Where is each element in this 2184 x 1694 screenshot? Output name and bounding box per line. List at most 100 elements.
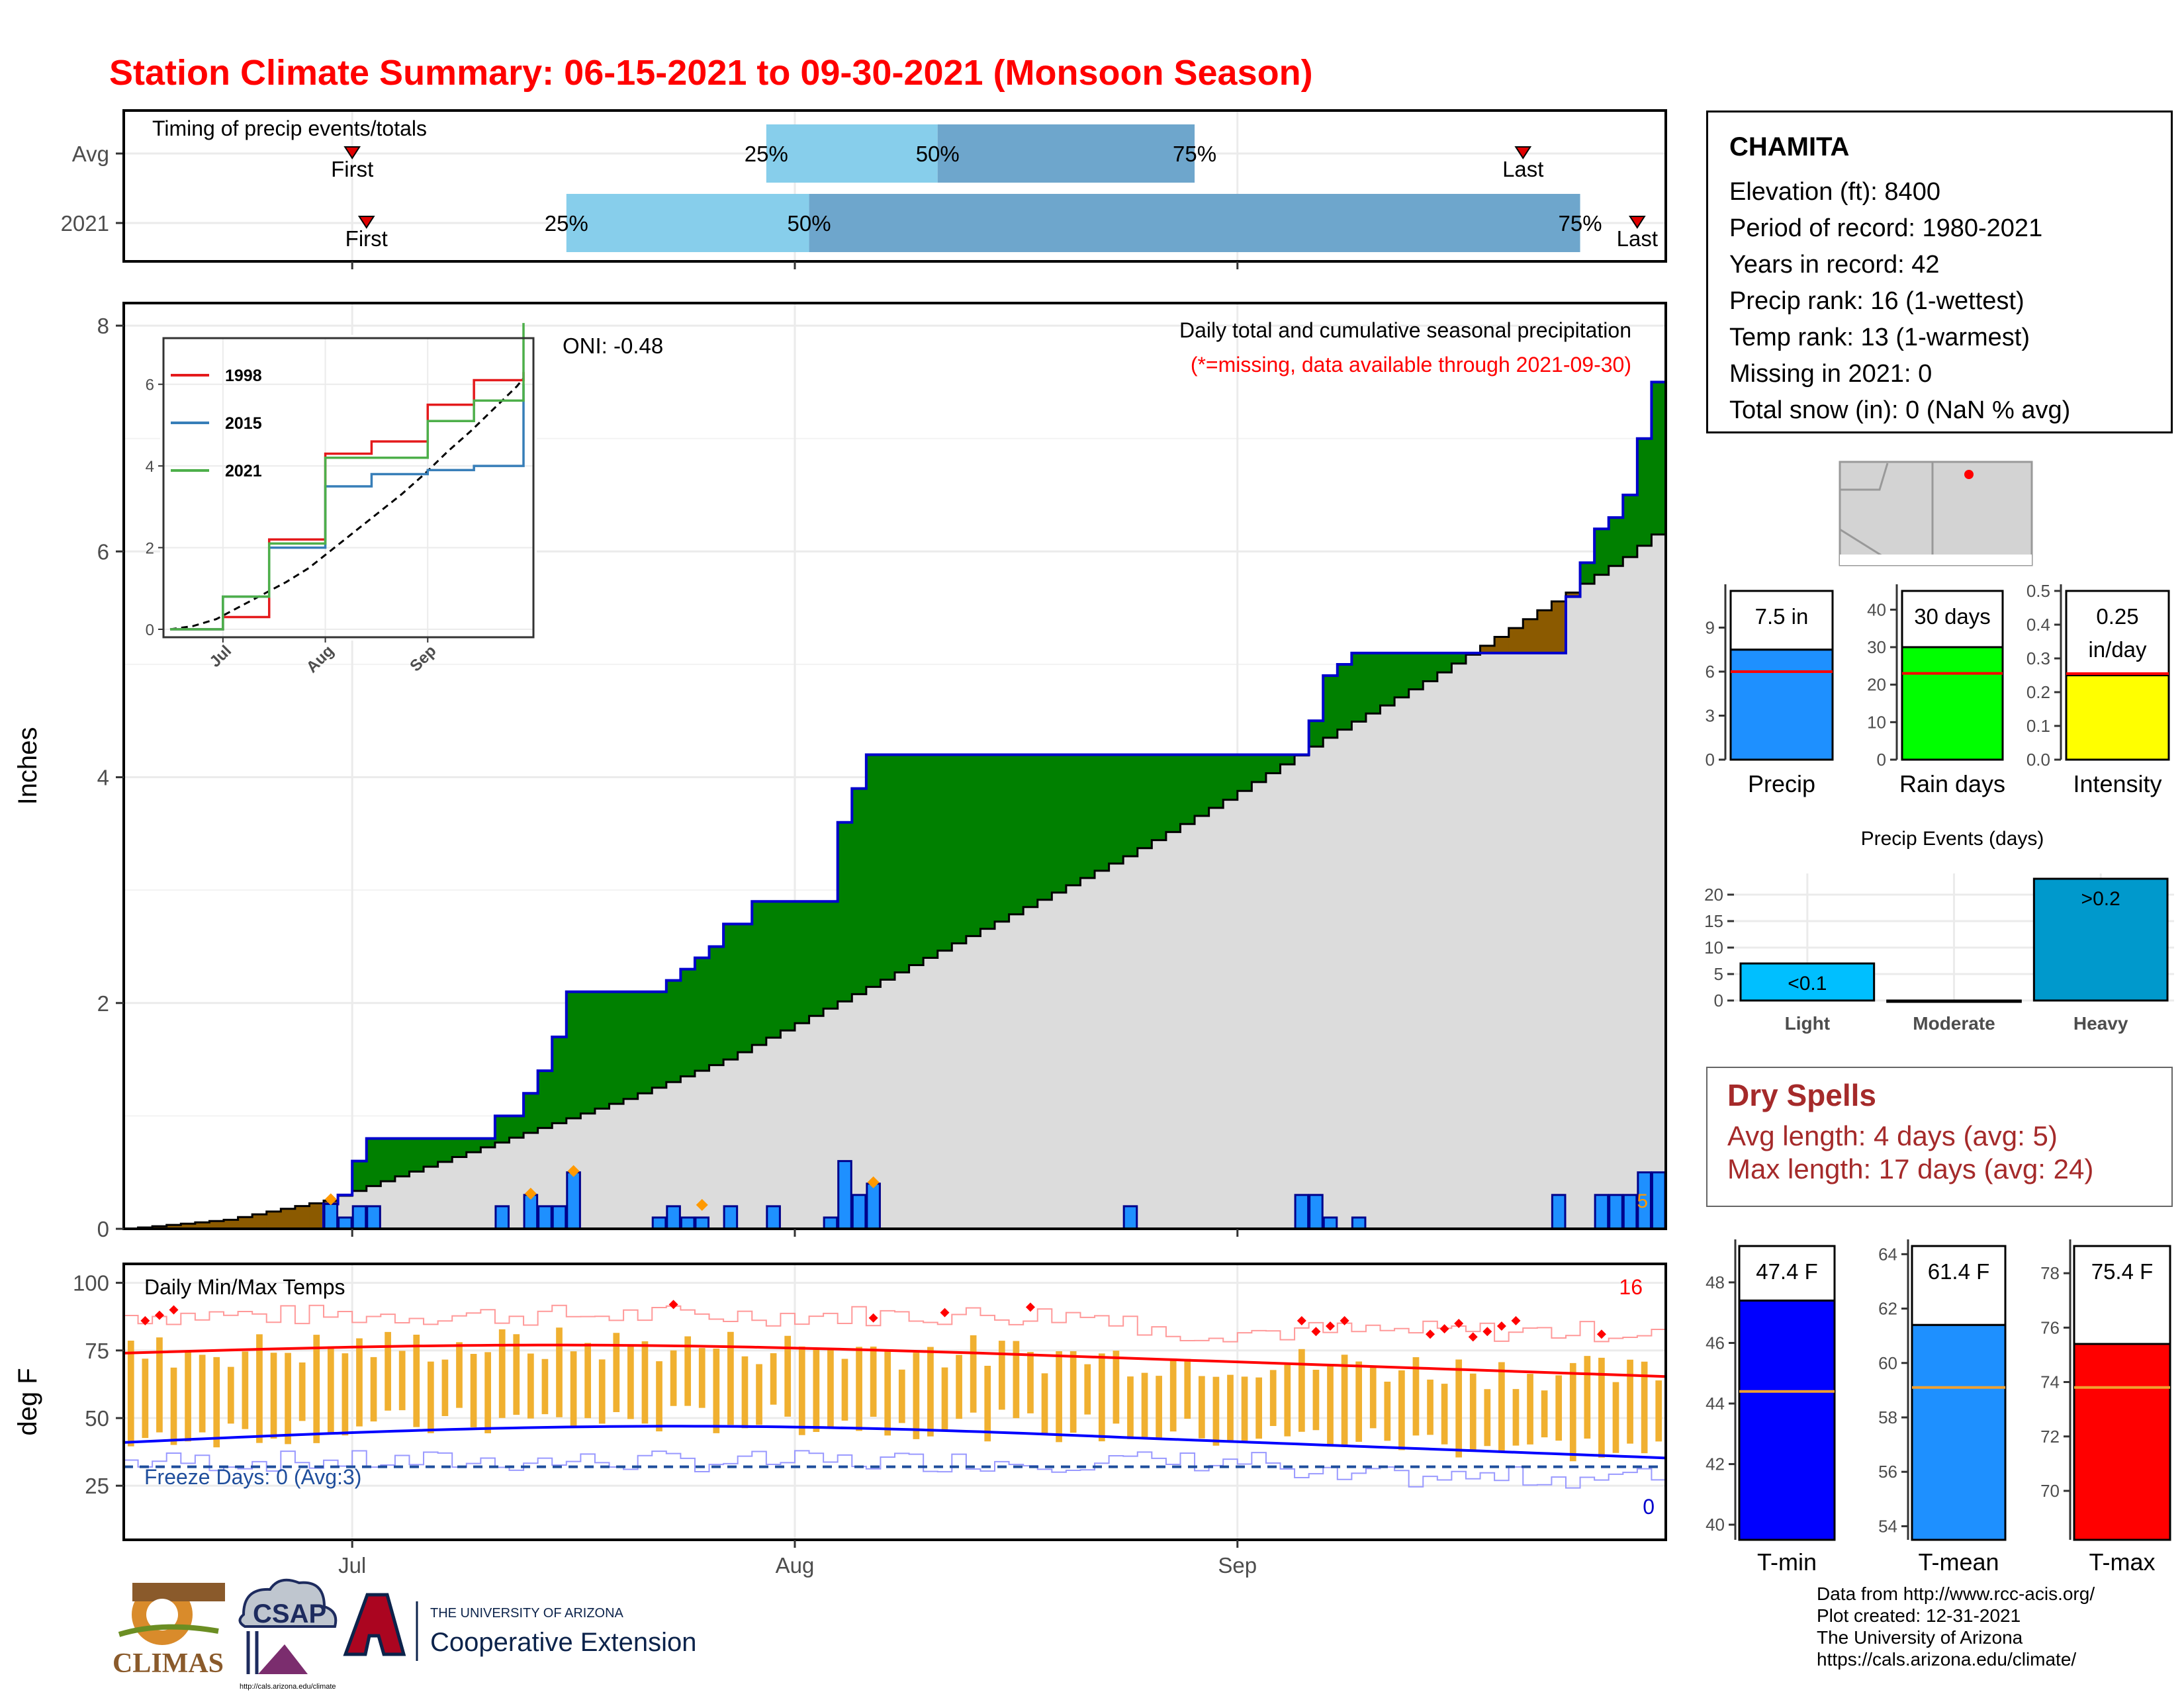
- temp-bars-ytick-label: 58: [1878, 1407, 1897, 1427]
- above-average-area: [780, 901, 796, 1031]
- summary-bar-2: [2065, 674, 2170, 761]
- above-average-area: [1451, 652, 1467, 664]
- station-years: Years in record: 42: [1729, 251, 1940, 279]
- temp-bar-2: [2073, 1343, 2171, 1541]
- average-cumulative-area: [1251, 781, 1267, 1229]
- timing-pct-label: 75%: [1173, 142, 1216, 166]
- record-high-marker: [169, 1305, 179, 1315]
- average-cumulative-area: [1152, 840, 1167, 1229]
- average-cumulative-area: [680, 1076, 696, 1229]
- above-average-area: [1037, 754, 1052, 900]
- temp-bars-ytick-label: 46: [1706, 1333, 1725, 1353]
- above-average-area: [1023, 754, 1038, 907]
- daily-precip-bar: [551, 1205, 567, 1230]
- timing-pct-label: 25%: [745, 142, 788, 166]
- daily-precip-bar: [1551, 1194, 1567, 1230]
- summary-value-unit: in/day: [2088, 637, 2147, 662]
- daily-precip-bar: [823, 1216, 839, 1230]
- above-average-area: [1351, 652, 1367, 722]
- record-high-marker: [140, 1315, 150, 1325]
- above-average-area: [709, 946, 724, 1065]
- average-cumulative-area: [737, 1052, 752, 1229]
- last-event-label: Last: [1617, 226, 1658, 251]
- above-average-area: [523, 1093, 539, 1133]
- above-average-area: [1080, 754, 1095, 878]
- dry-spells-max: Max length: 17 days (avg: 24): [1727, 1153, 2094, 1184]
- csap-url-text: http://cals.arizona.edu/climate: [240, 1683, 336, 1691]
- above-average-area: [694, 958, 710, 1071]
- dry-spells-avg: Avg length: 4 days (avg: 5): [1727, 1120, 2058, 1151]
- inset-ytick-label: 2: [146, 540, 154, 558]
- above-average-area: [1423, 652, 1438, 682]
- timing-row-label: Avg: [72, 142, 109, 166]
- average-cumulative-area: [1137, 848, 1152, 1229]
- below-average-area: [309, 1203, 324, 1229]
- above-average-area: [1337, 664, 1352, 730]
- record-high-marker: [940, 1308, 950, 1317]
- above-average-area: [923, 754, 938, 958]
- timing-pct-label: 50%: [788, 211, 831, 236]
- temp-plot-bg: [124, 1264, 1666, 1540]
- above-average-area: [866, 754, 882, 987]
- daily-precip-bar: [837, 1160, 852, 1230]
- precip-ytick-label: 4: [97, 766, 109, 790]
- daily-precip-bar: [366, 1205, 381, 1230]
- above-average-area: [409, 1138, 424, 1172]
- above-average-area: [909, 754, 924, 965]
- logos-area: CLIMAS CSAP http://cals.arizona.edu/clim…: [113, 1578, 696, 1691]
- climas-band-icon: [132, 1583, 225, 1601]
- summary-ytick-label: 10: [1867, 712, 1886, 732]
- first-event-marker: [357, 216, 375, 229]
- temp-ytick-label: 100: [73, 1271, 109, 1296]
- temp-ytick-label: 75: [85, 1339, 109, 1363]
- average-cumulative-area: [809, 1016, 824, 1229]
- average-cumulative-area: [1380, 705, 1395, 1229]
- daily-precip-bar: [723, 1205, 739, 1230]
- above-average-area: [1308, 721, 1324, 747]
- summary-ytick-label: 40: [1867, 600, 1886, 619]
- below-average-area: [1480, 645, 1495, 653]
- inset-average-line: [169, 377, 525, 631]
- below-average-area: [224, 1220, 239, 1229]
- freeze-days-label: Freeze Days: 0 (Avg:3): [144, 1465, 361, 1489]
- average-cumulative-area: [452, 1157, 467, 1229]
- average-cumulative-area: [1651, 534, 1666, 1229]
- average-cumulative-area: [1208, 807, 1224, 1229]
- average-cumulative-area: [1052, 892, 1067, 1229]
- summary-ytick-label: 3: [1706, 705, 1715, 725]
- summary-ytick-label: 0.5: [2026, 581, 2050, 601]
- summary-value-label: 30 days: [1914, 604, 1991, 629]
- summary-ytick-label: 0.0: [2026, 750, 2050, 770]
- average-cumulative-area: [1295, 755, 1310, 1229]
- above-average-area: [609, 991, 624, 1104]
- ua-logo-top-text: THE UNIVERSITY OF ARIZONA: [430, 1606, 624, 1621]
- average-cumulative-area: [1308, 746, 1324, 1229]
- summary-bar-name: Rain days: [1899, 770, 2005, 797]
- above-average-area: [381, 1138, 396, 1182]
- record-high-marker: [1596, 1329, 1606, 1339]
- average-cumulative-area: [1623, 557, 1638, 1229]
- average-cumulative-area: [952, 943, 967, 1229]
- daily-precip-bar: [766, 1205, 781, 1230]
- above-average-area: [480, 1138, 496, 1147]
- above-average-area: [537, 1071, 553, 1128]
- temp-ylabel: deg F: [13, 1368, 42, 1435]
- average-cumulative-area: [1537, 652, 1553, 1229]
- record-low-count: 0: [1643, 1495, 1655, 1519]
- above-average-area: [509, 1116, 524, 1138]
- station-precip-rank: Precip rank: 16 (1-wettest): [1729, 287, 2025, 315]
- daily-precip-bar: [1651, 1171, 1666, 1230]
- map-background: [1839, 461, 2033, 566]
- events-category-label: Moderate: [1913, 1013, 1995, 1034]
- temp-ytick-label: 50: [85, 1406, 109, 1431]
- above-average-area: [852, 788, 867, 995]
- precip-events-panel: Precip Events (days) <0.1 Light Moderate >0.…: [1704, 828, 2174, 1034]
- above-average-area: [424, 1138, 439, 1167]
- station-period: Period of record: 1980-2021: [1729, 214, 2043, 242]
- daily-precip-bar: [1594, 1194, 1610, 1230]
- timing-panel: 25% 50% 75% First Last Avg 25% 50% 75% First Last 2…: [61, 107, 1694, 269]
- summary-bar-name: Precip: [1748, 770, 1815, 797]
- precip-ylabel: Inches: [13, 727, 42, 805]
